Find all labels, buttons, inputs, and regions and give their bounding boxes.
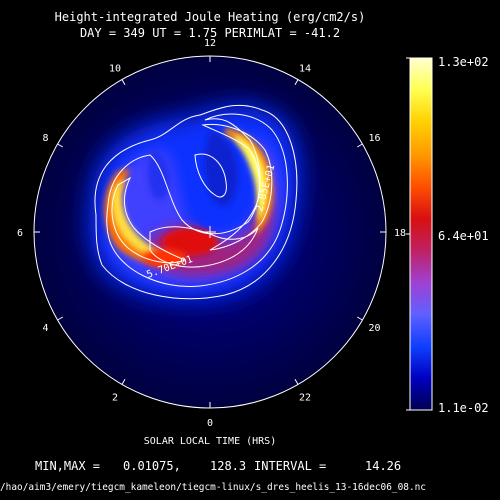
hour-label-18: 18 xyxy=(394,228,406,239)
hour-tick-2 xyxy=(121,378,126,385)
max-value: 128.3 xyxy=(210,459,246,473)
contour-mid xyxy=(106,113,288,288)
source-file-path: /hao/aim3/emery/tiegcm_kameleon/tiegcm-l… xyxy=(0,482,426,493)
contour-east-high xyxy=(201,123,273,251)
hour-tick-10 xyxy=(121,79,126,86)
contour-west-high xyxy=(111,176,187,264)
chart-title: Height-integrated Joule Heating (erg/cm2… xyxy=(55,10,366,24)
colorbar-max-label: 1.3e+02 xyxy=(438,55,489,69)
west-orange-arc xyxy=(104,169,180,265)
hour-label-20: 20 xyxy=(369,323,381,334)
hour-label-4: 4 xyxy=(42,323,48,334)
hour-label-16: 16 xyxy=(369,133,381,144)
hour-tick-14 xyxy=(294,79,299,86)
interval-label: INTERVAL = xyxy=(254,459,326,473)
colorbar: 1.3e+02 6.4e+01 1.1e-02 xyxy=(406,55,489,415)
colorbar-min-label: 1.1e-02 xyxy=(438,401,489,415)
hour-label-10: 10 xyxy=(109,63,121,74)
x-axis-label: SOLAR LOCAL TIME (HRS) xyxy=(144,436,276,447)
center-red-spot xyxy=(162,228,218,256)
hour-tick-8 xyxy=(57,143,64,148)
min-value: 0.01075, xyxy=(123,459,181,473)
hour-tick-16 xyxy=(356,143,363,148)
hour-label-12: 12 xyxy=(204,38,216,49)
hour-tick-20 xyxy=(356,316,363,321)
colorbar-mid-label: 6.4e+01 xyxy=(438,229,489,243)
hour-axis: 12 14 16 18 20 22 0 2 4 6 8 10 xyxy=(17,38,406,429)
hour-label-0: 0 xyxy=(207,418,213,429)
center-cross xyxy=(204,226,216,238)
chart-subtitle: DAY = 349 UT = 1.75 PERIMLAT = -41.2 xyxy=(80,26,340,40)
hour-label-8: 8 xyxy=(42,133,48,144)
contour-center xyxy=(149,226,259,268)
contour-outer xyxy=(94,104,298,300)
east-low-hole xyxy=(204,130,238,207)
hour-label-2: 2 xyxy=(112,393,118,404)
hour-label-6: 6 xyxy=(17,228,23,239)
stats-line: MIN,MAX = 0.01075, 128.3 INTERVAL = 14.2… xyxy=(35,459,401,473)
hour-label-22: 22 xyxy=(299,393,311,404)
west-low-hole xyxy=(147,149,171,200)
interval-value: 14.26 xyxy=(365,459,401,473)
hour-tick-22 xyxy=(294,378,299,385)
hour-label-14: 14 xyxy=(299,63,311,74)
contour-lines xyxy=(94,104,298,300)
hour-tick-4 xyxy=(57,316,64,321)
contour-east-hole xyxy=(194,153,227,198)
east-yellow-arc xyxy=(235,135,267,222)
west-yellow-arc xyxy=(111,178,168,257)
minmax-label: MIN,MAX = xyxy=(35,459,100,473)
colorbar-gradient xyxy=(409,57,433,411)
